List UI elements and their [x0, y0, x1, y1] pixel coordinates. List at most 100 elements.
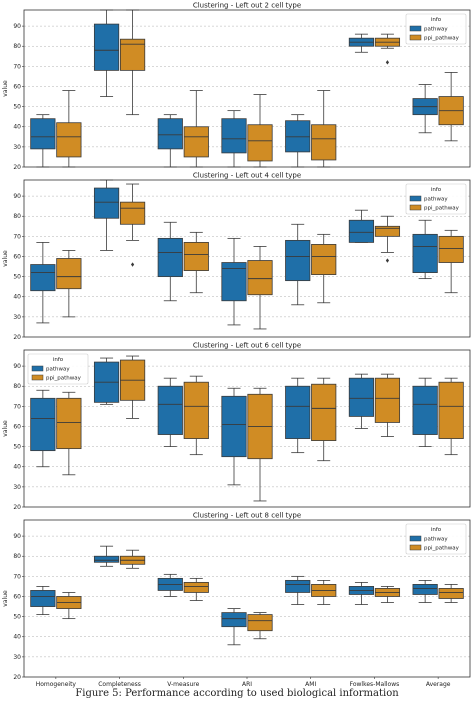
y-axis-label: value: [2, 250, 9, 267]
legend-title: info: [431, 17, 442, 23]
x-tick-label: Homogeneity: [36, 681, 77, 688]
box-ppi_pathway: [311, 244, 337, 276]
box-pathway: [412, 584, 438, 595]
y-tick-label: 20: [13, 164, 21, 171]
y-tick-label: 70: [13, 573, 21, 580]
x-tick-label: Completeness: [98, 681, 141, 688]
box-ppi_pathway: [56, 258, 82, 290]
y-tick-label: 60: [13, 253, 21, 260]
y-tick-label: 40: [13, 124, 21, 131]
legend-swatch-ppi_pathway: [409, 544, 422, 551]
box-pathway: [348, 219, 375, 243]
panel-title: Clustering - Left out 6 cell type: [193, 342, 301, 350]
y-tick-label: 70: [13, 403, 21, 410]
y-tick-label: 80: [13, 43, 21, 50]
y-tick-label: 30: [13, 314, 21, 321]
box-pathway: [348, 377, 375, 417]
box-pathway: [285, 239, 311, 282]
box-pathway: [221, 118, 247, 154]
box-ppi_pathway: [119, 201, 146, 225]
box-pathway: [93, 23, 120, 71]
legend-label: ppi_pathway: [424, 36, 460, 42]
box-pathway: [221, 612, 247, 628]
box-ppi_pathway: [438, 381, 464, 439]
panel-title: Clustering - Left out 4 cell type: [193, 172, 301, 180]
box-ppi_pathway: [183, 581, 209, 593]
y-tick-label: 90: [13, 363, 21, 370]
panel-title: Clustering - Left out 2 cell type: [193, 2, 301, 10]
y-tick-label: 70: [13, 233, 21, 240]
outlier-point: [385, 258, 390, 263]
box-pathway: [30, 264, 56, 292]
y-tick-label: 60: [13, 83, 21, 90]
figure-caption: Figure 5: Performance according to used …: [75, 688, 399, 699]
x-tick-label: Fowlkes-Mallows: [350, 681, 400, 688]
legend-label: pathway: [424, 27, 448, 33]
y-tick-label: 60: [13, 593, 21, 600]
plot-frame: [23, 519, 471, 678]
legend-title: info: [431, 527, 442, 533]
y-tick-label: 80: [13, 213, 21, 220]
y-tick-label: 40: [13, 294, 21, 301]
y-tick-label: 50: [13, 614, 21, 621]
box-ppi_pathway: [374, 225, 401, 237]
box-pathway: [157, 118, 183, 150]
box-pathway: [93, 187, 120, 219]
y-tick-label: 50: [13, 274, 21, 281]
legend-swatch-ppi_pathway: [409, 204, 422, 211]
y-tick-label: 20: [13, 504, 21, 511]
legend-label: pathway: [424, 537, 448, 543]
box-ppi_pathway: [311, 124, 337, 161]
y-tick-label: 30: [13, 654, 21, 661]
legend-title: info: [431, 187, 442, 193]
plot-frame: [23, 9, 471, 168]
box-ppi_pathway: [247, 124, 273, 162]
x-tick-label: Average: [426, 681, 451, 688]
box-pathway: [412, 233, 438, 273]
legend-swatch-pathway: [409, 195, 422, 202]
box-pathway: [157, 385, 183, 435]
legend-swatch-pathway: [409, 535, 422, 542]
box-pathway: [30, 590, 56, 607]
legend-label: ppi_pathway: [424, 546, 460, 552]
y-tick-label: 90: [13, 193, 21, 200]
y-tick-label: 90: [13, 533, 21, 540]
box-ppi_pathway: [56, 397, 82, 450]
y-tick-label: 30: [13, 484, 21, 491]
legend-swatch-ppi_pathway: [409, 34, 422, 41]
y-tick-label: 80: [13, 553, 21, 560]
box-ppi_pathway: [183, 126, 209, 158]
box-pathway: [157, 237, 183, 278]
legend-label: pathway: [424, 197, 448, 203]
y-axis-label: value: [2, 80, 9, 97]
legend-label: ppi_pathway: [46, 376, 82, 382]
legend-swatch-pathway: [409, 25, 422, 32]
y-tick-label: 30: [13, 144, 21, 151]
box-pathway: [93, 555, 120, 563]
y-tick-label: 90: [13, 23, 21, 30]
x-tick-label: AMI: [305, 681, 316, 688]
legend-label: ppi_pathway: [424, 206, 460, 212]
y-axis-label: value: [2, 590, 9, 607]
box-ppi_pathway: [438, 588, 464, 599]
box-pathway: [285, 385, 311, 439]
y-tick-label: 50: [13, 104, 21, 111]
legend-title: info: [53, 357, 64, 363]
y-tick-label: 20: [13, 674, 21, 681]
legend-swatch-ppi_pathway: [31, 374, 44, 381]
panel-title: Clustering - Left out 8 cell type: [193, 512, 301, 520]
box-pathway: [285, 579, 311, 593]
box-ppi_pathway: [183, 241, 209, 271]
box-ppi_pathway: [56, 122, 82, 158]
x-tick-label: ARI: [242, 681, 252, 688]
plot-frame: [23, 349, 471, 508]
box-ppi_pathway: [374, 377, 401, 423]
y-tick-label: 20: [13, 334, 21, 341]
box-pathway: [285, 120, 311, 153]
box-ppi_pathway: [438, 235, 464, 263]
box-pathway: [30, 397, 56, 452]
y-tick-label: 60: [13, 423, 21, 430]
y-tick-label: 80: [13, 383, 21, 390]
plot-frame: [23, 179, 471, 338]
